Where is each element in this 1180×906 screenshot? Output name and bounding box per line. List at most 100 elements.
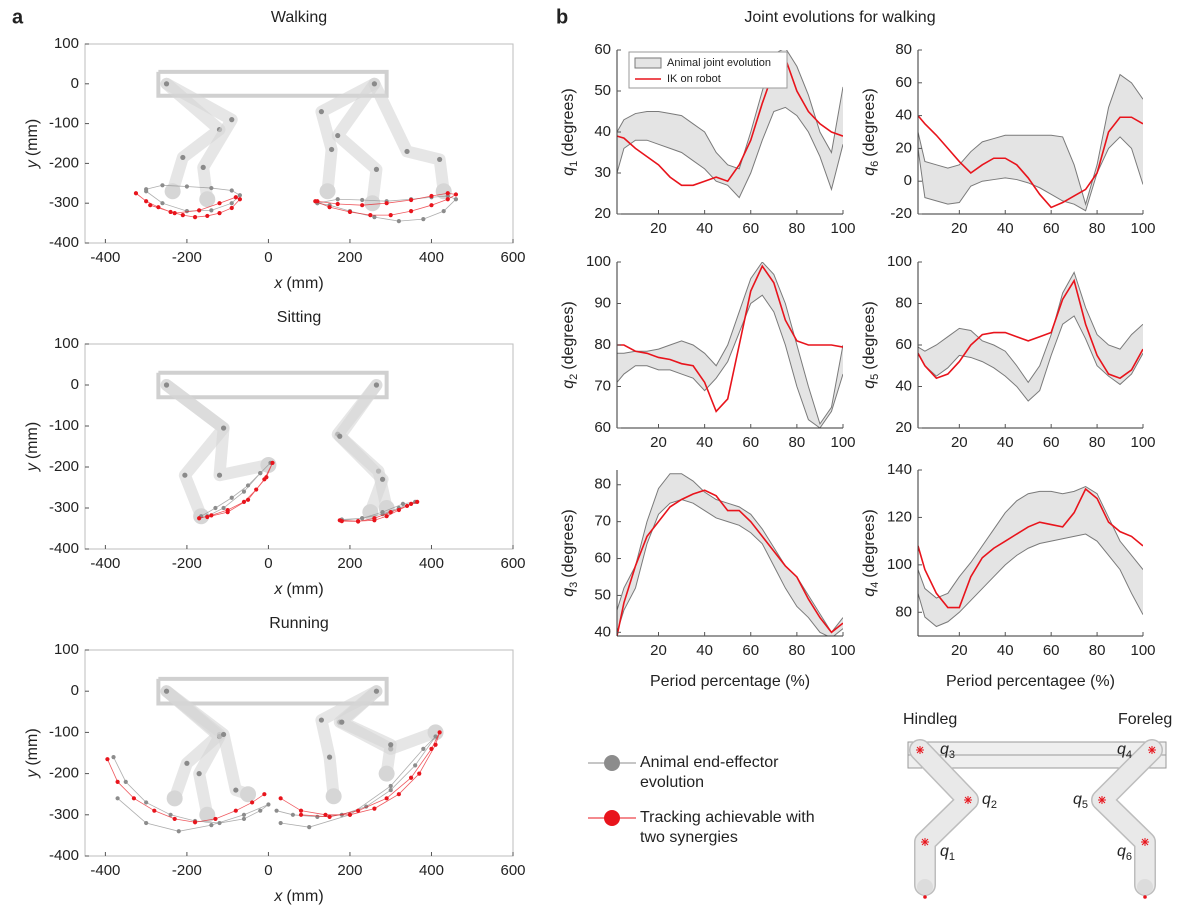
y-axis-label: y (mm): [24, 119, 41, 169]
trajectory-point: [131, 796, 137, 801]
trajectory-point: [233, 195, 238, 200]
joint-label: q1: [940, 843, 955, 863]
limb-foot: [364, 195, 381, 212]
trajectory-point: [209, 823, 214, 828]
trajectory-point: [274, 808, 279, 813]
trajectory-point: [241, 499, 247, 504]
trajectory-point: [396, 507, 401, 513]
x-tick-label: -200: [172, 862, 202, 879]
y-tick-label: 70: [594, 377, 611, 394]
axis-label-symbol: q: [560, 588, 577, 597]
x-tick-label: 80: [1089, 434, 1106, 451]
trajectory-point: [408, 775, 414, 780]
trajectory-point: [388, 787, 393, 793]
trajectory-point: [115, 779, 120, 784]
limb-joint: [182, 472, 188, 478]
axis-label-symbol: q: [861, 167, 878, 176]
trajectory-point: [421, 746, 426, 751]
axis-label-symbol: q: [560, 380, 577, 389]
x-tick-label: 40: [997, 642, 1014, 659]
chart-title: Walking: [271, 9, 327, 26]
joint-label: q6: [1117, 843, 1132, 863]
y-tick-label: -400: [49, 234, 79, 251]
trajectory-point: [245, 483, 251, 488]
trajectory-line: [113, 756, 269, 832]
y-tick-label: 40: [594, 123, 611, 140]
trajectory-point: [347, 812, 353, 817]
band-lower: [617, 498, 843, 636]
limb: [335, 685, 397, 780]
axis-label-unit: (degrees): [861, 509, 878, 577]
plot-frame: [84, 43, 514, 244]
trajectory-point: [148, 203, 153, 208]
joint-label: q5: [1073, 791, 1088, 811]
limb-joint: [163, 688, 170, 694]
axis-label-index: 1: [568, 161, 580, 167]
limb: [315, 77, 381, 198]
x-tick-label: 20: [951, 434, 968, 451]
plot-area: [918, 73, 1143, 212]
x-tick-label: 20: [951, 642, 968, 659]
y-tick-label: 70: [594, 513, 611, 530]
trajectory-point: [441, 209, 446, 214]
y-tick-label: 140: [887, 461, 912, 478]
x-tick-label: 60: [742, 220, 759, 237]
x-tick-label: 200: [337, 862, 362, 879]
x-tick-label: 400: [419, 249, 444, 266]
panel-label: a: [12, 6, 24, 28]
axis-label-index: 4: [869, 582, 881, 588]
limb: [331, 77, 383, 210]
limb-joint: [220, 425, 227, 431]
x-tick-label: -400: [90, 862, 120, 879]
band: [918, 74, 1143, 211]
legend-swatch-dot: [604, 810, 620, 826]
trajectory-point: [356, 519, 361, 524]
legend-label: Tracking achievable with two synergies: [640, 809, 815, 846]
y-tick-label: 60: [594, 550, 611, 567]
limb-joint: [335, 132, 341, 139]
trajectory-point: [384, 796, 389, 801]
x-tick-label: 400: [419, 555, 444, 572]
y-axis-label: q4 (degrees): [861, 509, 881, 597]
series-line: [918, 115, 1143, 209]
joint-symbol: q: [1073, 791, 1082, 808]
y-tick-label: 100: [887, 556, 912, 573]
limb: [160, 77, 226, 198]
trajectory-point: [347, 209, 353, 215]
trajectory-point: [144, 820, 149, 826]
limb-joint: [373, 382, 380, 388]
trajectory-point: [115, 796, 120, 801]
x-tick-label: 40: [696, 434, 713, 451]
axis-label-symbol: y: [24, 769, 41, 779]
trajectory-line: [339, 501, 418, 522]
x-tick-label: 100: [1130, 642, 1155, 659]
y-tick-label: -300: [49, 194, 79, 211]
x-tick-label: 20: [650, 642, 667, 659]
trajectory-point: [327, 814, 332, 819]
diagram-label: Foreleg: [1118, 711, 1172, 728]
joint-index: 4: [1126, 749, 1132, 761]
y-tick-label: 30: [594, 164, 611, 181]
trajectory-point: [245, 497, 251, 502]
axis-label-unit: (mm): [24, 119, 41, 156]
joint-label: q2: [982, 791, 997, 811]
axis-label-unit: (degrees): [560, 88, 577, 156]
trajectory-point: [384, 201, 389, 206]
limb-joint: [326, 754, 333, 760]
axis-label-unit: (mm): [286, 581, 323, 598]
band-upper: [617, 473, 843, 634]
x-tick-label: 100: [830, 220, 855, 237]
band: [617, 473, 843, 636]
trajectory-point: [356, 808, 361, 813]
trajectory-point: [298, 808, 304, 813]
limb-joint: [163, 382, 170, 388]
trajectory-point: [360, 203, 365, 208]
trajectory-point: [229, 188, 234, 193]
legend-label: Animal end-effector evolution: [640, 754, 779, 791]
x-tick-label: 600: [500, 555, 525, 572]
trajectory-point: [315, 814, 320, 819]
axis-label-unit: (mm): [24, 728, 41, 765]
trajectory-point: [209, 513, 214, 518]
trajectory-point: [335, 201, 340, 207]
series-line: [918, 278, 1143, 380]
